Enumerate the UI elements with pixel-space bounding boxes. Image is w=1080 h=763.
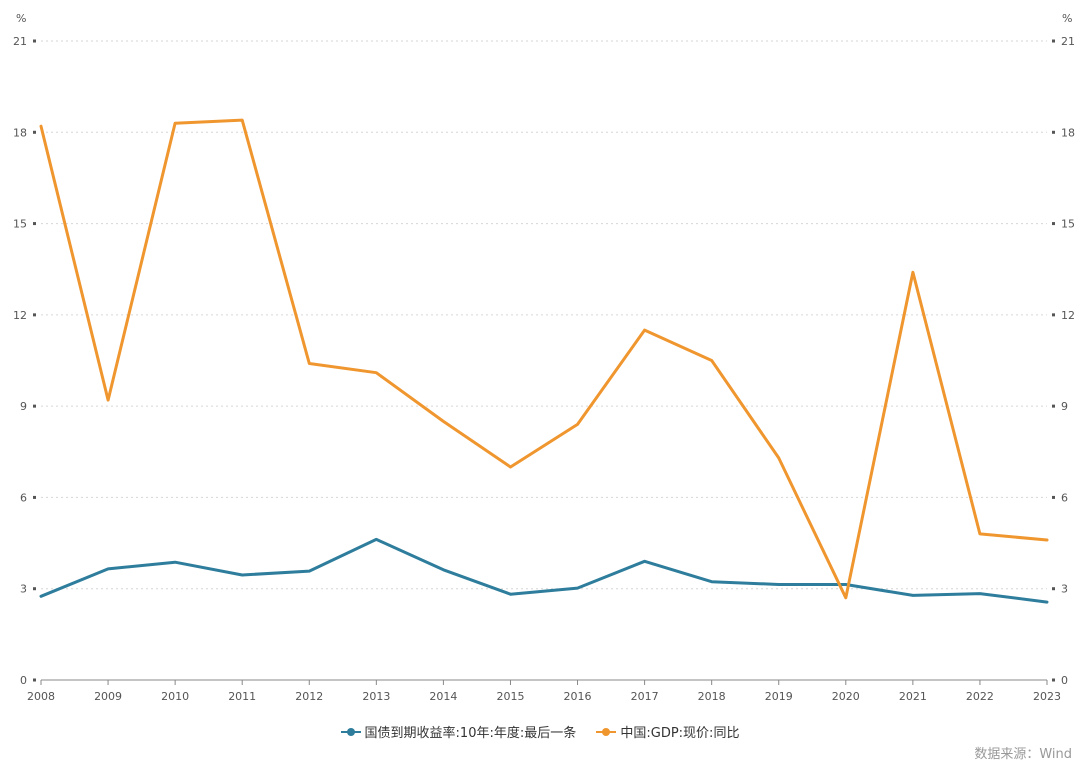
y-tick-label-right: 12 xyxy=(1061,309,1075,322)
legend-label-bond-yield: 国债到期收益率:10年:年度:最后一条 xyxy=(364,726,577,741)
y-tick-mark-right xyxy=(1052,313,1055,317)
y-tick-label-right: 6 xyxy=(1061,491,1068,504)
y-tick-mark-right xyxy=(1052,678,1055,682)
series-line-0 xyxy=(39,537,1049,604)
x-tick-label-2018: 2018 xyxy=(698,690,726,703)
x-tick-label-2023: 2023 xyxy=(1033,690,1061,703)
y-unit-left: % xyxy=(16,12,26,25)
y-tick-mark-right xyxy=(1052,222,1055,226)
series-line-1 xyxy=(39,118,1049,600)
x-tick-label-2012: 2012 xyxy=(295,690,323,703)
legend-marker-bond-yield xyxy=(340,727,361,737)
y-tick-mark-right xyxy=(1052,39,1055,43)
legend-marker-gdp xyxy=(596,727,617,737)
y-tick-mark-right xyxy=(1052,404,1055,408)
y-tick-label-left: 9 xyxy=(20,400,27,413)
legend: 国债到期收益率:10年:年度:最后一条 中国:GDP:现价:同比 xyxy=(0,722,1080,741)
x-tick-label-2022: 2022 xyxy=(966,690,994,703)
y-tick-mark-left xyxy=(33,587,36,591)
x-tick-label-2021: 2021 xyxy=(899,690,927,703)
y-tick-label-left: 0 xyxy=(20,674,27,687)
y-tick-mark-right xyxy=(1052,587,1055,591)
y-tick-label-left: 3 xyxy=(20,583,27,596)
y-tick-label-left: 18 xyxy=(13,126,27,139)
y-tick-label-left: 12 xyxy=(13,309,27,322)
x-tick-label-2014: 2014 xyxy=(429,690,457,703)
y-tick-mark-right xyxy=(1052,495,1055,499)
series-lines xyxy=(39,118,1049,604)
x-tick-label-2015: 2015 xyxy=(496,690,524,703)
x-tick-label-2013: 2013 xyxy=(362,690,390,703)
legend-label-gdp: 中国:GDP:现价:同比 xyxy=(620,726,740,741)
y-tick-mark-left xyxy=(33,495,36,499)
y-unit-right: % xyxy=(1062,12,1072,25)
x-tick-label-2011: 2011 xyxy=(228,690,256,703)
y-tick-mark-left xyxy=(33,130,36,134)
line-chart: 0 0 3 3 6 6 9 9 12 12 15 15 18 18 21 21% % 2008 2009 2010 20… xyxy=(13,12,1075,703)
y-tick-label-right: 15 xyxy=(1061,218,1075,231)
x-tick-label-2017: 2017 xyxy=(631,690,659,703)
x-tick-label-2010: 2010 xyxy=(161,690,189,703)
y-tick-mark-left xyxy=(33,313,36,317)
y-tick-mark-left xyxy=(33,222,36,226)
x-tick-label-2019: 2019 xyxy=(765,690,793,703)
axes: 0 0 3 3 6 6 9 9 12 12 15 15 18 18 21 21% % 2008 2009 2010 20… xyxy=(13,12,1075,703)
y-tick-mark-left xyxy=(33,404,36,408)
y-tick-label-right: 0 xyxy=(1061,674,1068,687)
x-tick-label-2020: 2020 xyxy=(832,690,860,703)
y-tick-label-left: 6 xyxy=(20,491,27,504)
y-tick-mark-left xyxy=(33,678,36,682)
y-tick-mark-left xyxy=(33,39,36,43)
y-tick-label-right: 3 xyxy=(1061,583,1068,596)
data-source-note: 数据来源：Wind xyxy=(974,747,1072,762)
x-tick-label-2016: 2016 xyxy=(564,690,592,703)
legend-item-gdp[interactable]: 中国:GDP:现价:同比 xyxy=(596,722,739,741)
legend-item-bond-yield[interactable]: 国债到期收益率:10年:年度:最后一条 xyxy=(340,722,577,741)
y-tick-label-right: 18 xyxy=(1061,126,1075,139)
y-tick-label-right: 21 xyxy=(1061,35,1075,48)
x-tick-label-2009: 2009 xyxy=(94,690,122,703)
y-tick-label-left: 21 xyxy=(13,35,27,48)
y-tick-mark-right xyxy=(1052,130,1055,134)
y-tick-label-right: 9 xyxy=(1061,400,1068,413)
y-tick-label-left: 15 xyxy=(13,218,27,231)
x-tick-label-2008: 2008 xyxy=(27,690,55,703)
